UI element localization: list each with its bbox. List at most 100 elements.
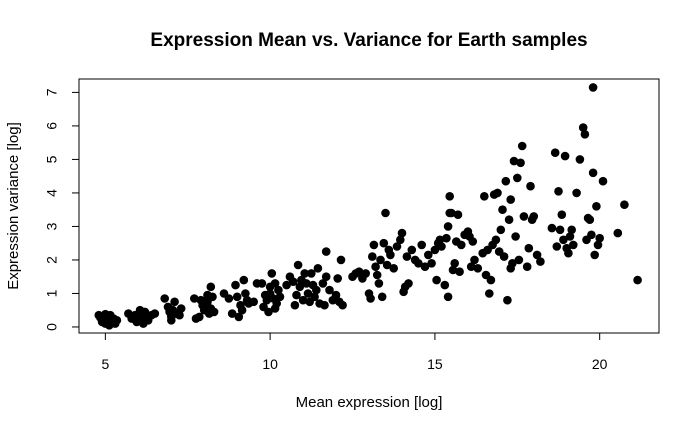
data-point-148 (437, 242, 446, 251)
data-point-82 (288, 277, 298, 287)
data-point-69 (262, 295, 272, 305)
data-point-79 (270, 304, 280, 313)
data-point-194 (522, 262, 532, 272)
data-point-192 (517, 141, 527, 151)
x-tick-label-15: 15 (427, 356, 443, 372)
data-point-217 (578, 123, 588, 132)
data-point-173 (486, 275, 496, 285)
data-point-26 (132, 317, 141, 327)
data-point-58 (237, 305, 247, 315)
data-point-102 (331, 290, 341, 300)
data-point-147 (435, 235, 445, 245)
data-point-98 (320, 300, 329, 310)
data-point-198 (529, 212, 539, 221)
data-point-40 (195, 312, 204, 322)
data-point-191 (516, 158, 525, 168)
y-tick-label-7: 7 (44, 88, 60, 96)
x-tick-label-10: 10 (262, 356, 278, 372)
data-point-180 (498, 205, 507, 214)
data-point-134 (404, 279, 413, 288)
data-point-210 (560, 151, 570, 161)
y-axis-label: Expression variance [log] (5, 122, 22, 290)
data-point-144 (430, 245, 440, 255)
y-tick-label-4: 4 (44, 189, 60, 197)
data-point-106 (338, 300, 347, 310)
y-tick-label-1: 1 (44, 289, 60, 297)
data-point-200 (536, 257, 545, 266)
data-point-37 (167, 316, 176, 325)
data-point-108 (307, 269, 316, 278)
data-point-226 (595, 233, 604, 243)
data-point-199 (532, 250, 542, 260)
data-point-176 (491, 235, 501, 245)
data-point-118 (369, 240, 379, 250)
data-point-184 (504, 215, 514, 224)
data-point-83 (290, 300, 300, 310)
data-point-164 (470, 255, 479, 265)
y-tick-label-3: 3 (44, 222, 60, 230)
data-point-207 (555, 225, 565, 235)
data-point-201 (506, 264, 515, 273)
data-point-84 (292, 290, 301, 300)
data-point-154 (448, 265, 458, 275)
data-point-38 (190, 294, 199, 303)
data-point-90 (303, 289, 313, 298)
data-point-155 (450, 259, 460, 268)
data-point-212 (564, 248, 573, 258)
data-point-14 (102, 317, 112, 327)
data-point-145 (432, 275, 441, 285)
data-point-64 (232, 292, 242, 302)
data-point-188 (511, 232, 520, 241)
data-point-86 (295, 282, 305, 292)
data-point-109 (297, 275, 306, 285)
data-point-120 (374, 279, 384, 288)
data-point-193 (519, 212, 529, 221)
data-point-46 (206, 282, 216, 292)
data-point-166 (443, 292, 453, 302)
data-point-195 (524, 243, 534, 253)
data-point-139 (399, 287, 408, 297)
data-point-196 (526, 181, 535, 191)
data-point-187 (509, 156, 519, 166)
data-point-51 (206, 304, 216, 313)
data-point-140 (417, 240, 427, 250)
data-point-54 (227, 309, 237, 318)
data-point-151 (443, 222, 453, 231)
data-point-214 (569, 240, 578, 250)
data-point-152 (445, 192, 455, 201)
data-point-162 (466, 262, 476, 272)
data-point-35 (175, 310, 184, 320)
data-point-122 (377, 292, 387, 302)
data-point-95 (313, 264, 323, 273)
data-point-215 (572, 188, 581, 198)
data-point-87 (298, 295, 308, 305)
data-point-232 (620, 200, 629, 209)
data-point-13 (112, 316, 122, 325)
data-point-203 (547, 223, 557, 233)
data-point-131 (397, 228, 407, 238)
data-point-128 (389, 264, 399, 273)
data-point-121 (376, 255, 385, 265)
data-point-66 (257, 279, 267, 288)
data-point-205 (552, 242, 562, 251)
data-point-157 (453, 210, 463, 219)
data-point-142 (424, 250, 433, 260)
data-point-216 (575, 155, 585, 164)
data-point-93 (310, 292, 319, 302)
data-point-179 (496, 225, 506, 235)
data-point-125 (382, 260, 392, 270)
data-point-124 (381, 208, 390, 218)
data-point-177 (493, 188, 502, 198)
data-point-213 (565, 232, 575, 241)
data-point-123 (379, 238, 389, 248)
data-point-158 (455, 267, 464, 277)
data-point-133 (402, 252, 412, 261)
chart-title: Expression Mean vs. Variance for Earth s… (150, 30, 587, 51)
data-point-48 (203, 290, 212, 300)
data-point-225 (593, 240, 603, 250)
data-point-65 (241, 289, 250, 298)
data-point-227 (598, 176, 608, 186)
data-point-59 (239, 275, 249, 285)
data-point-206 (554, 187, 563, 196)
data-point-159 (457, 240, 466, 250)
